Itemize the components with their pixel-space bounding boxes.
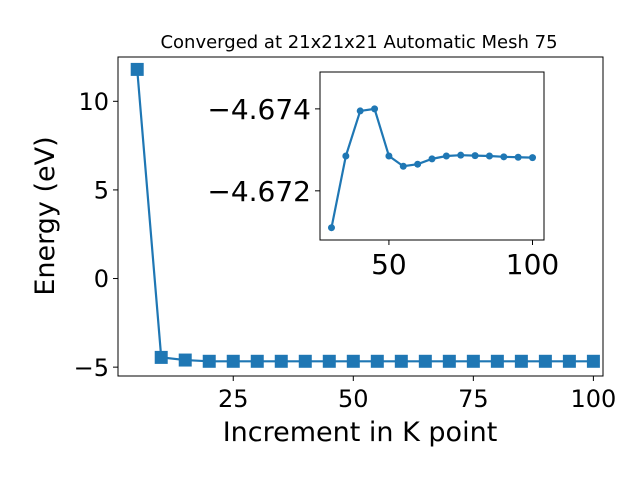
main-data-point	[442, 354, 456, 368]
inset-x-ticks: 50 100	[371, 240, 559, 281]
inset-data-point	[327, 224, 335, 232]
main-y-tick-label: 5	[94, 177, 109, 205]
main-data-point	[514, 354, 528, 368]
main-x-tick-label: 100	[570, 385, 616, 413]
inset-y-tick-label: −4.674	[207, 93, 311, 126]
inset-data-point	[514, 153, 522, 161]
main-data-point	[298, 354, 312, 368]
main-data-point	[418, 354, 432, 368]
main-data-point	[322, 354, 336, 368]
main-y-axis-label: Energy (eV)	[30, 136, 61, 295]
main-data-point	[394, 354, 408, 368]
inset-data-point	[356, 107, 364, 115]
main-x-ticks: 25 50 75 100	[218, 376, 616, 413]
inset-x-tick-label: 50	[371, 248, 407, 281]
main-x-axis-label: Increment in K point	[223, 417, 498, 448]
main-data-point	[490, 354, 504, 368]
inset-plot-area: 50 100 −4.674 −4.672	[207, 71, 559, 281]
main-series	[130, 62, 600, 368]
main-data-point	[202, 354, 216, 368]
main-y-tick-label: −5	[74, 354, 109, 382]
main-data-point	[538, 354, 552, 368]
inset-plot-frame	[319, 71, 545, 241]
inset-data-point	[485, 152, 493, 160]
inset-data-point	[442, 152, 450, 160]
inset-data-point	[414, 160, 422, 168]
inset-series	[327, 105, 537, 232]
main-data-point	[178, 353, 192, 367]
main-data-point	[562, 354, 576, 368]
main-data-point	[154, 350, 168, 364]
inset-data-point	[428, 155, 436, 163]
main-data-point	[274, 354, 288, 368]
inset-data-point	[457, 151, 465, 159]
main-y-ticks: −5 0 5 10	[74, 88, 118, 382]
main-y-tick-label: 0	[94, 265, 109, 293]
inset-y-tick-label: −4.672	[207, 175, 311, 208]
main-x-tick-label: 25	[218, 385, 249, 413]
main-data-point	[130, 62, 144, 76]
main-plot-area: 25 50 75 100 −5 0 5 10	[74, 56, 616, 413]
inset-data-point	[471, 152, 479, 160]
inset-data-point	[529, 154, 537, 162]
main-x-tick-label: 50	[338, 385, 369, 413]
main-x-tick-label: 75	[458, 385, 489, 413]
main-data-point	[466, 354, 480, 368]
main-chart-title: Converged at 21x21x21 Automatic Mesh 75	[160, 32, 557, 53]
main-data-point	[586, 354, 600, 368]
main-data-point	[370, 354, 384, 368]
main-y-tick-label: 10	[78, 88, 109, 116]
inset-data-point	[500, 153, 508, 161]
inset-data-point	[399, 162, 407, 170]
inset-data-point	[371, 105, 379, 113]
main-data-point	[346, 354, 360, 368]
inset-data-point	[342, 152, 350, 160]
inset-y-ticks: −4.674 −4.672	[207, 93, 320, 208]
main-data-point	[250, 354, 264, 368]
main-data-point	[226, 354, 240, 368]
main-plot-frame	[117, 56, 604, 377]
inset-data-point	[385, 152, 393, 160]
inset-x-tick-label: 100	[506, 248, 559, 281]
